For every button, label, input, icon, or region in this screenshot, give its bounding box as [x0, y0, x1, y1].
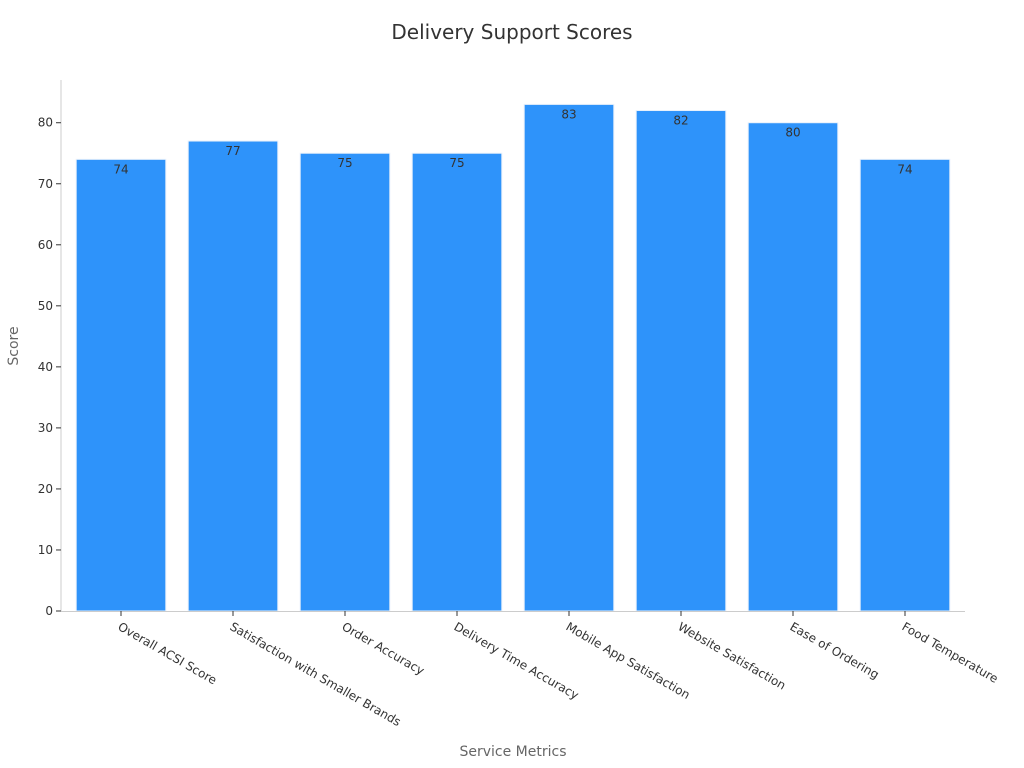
bar-value-label: 74	[897, 162, 912, 176]
data-labels-group: 74 77 75 75 83 82 80 74	[113, 107, 912, 176]
x-tick-label: Website Satisfaction	[676, 619, 789, 692]
x-axis-title: Service Metrics	[459, 744, 566, 760]
bar-value-label: 80	[785, 126, 800, 140]
x-tick-label: Delivery Time Accuracy	[452, 619, 582, 702]
y-tick-label: 30	[38, 421, 53, 435]
bar	[187, 140, 279, 612]
x-tick-label: Overall ACSI Score	[116, 619, 220, 687]
y-tick-label: 10	[38, 543, 53, 557]
bar	[859, 158, 951, 612]
bar-value-label: 75	[449, 156, 464, 170]
chart-title: Delivery Support Scores	[391, 20, 633, 44]
bar	[411, 152, 503, 612]
x-tick-label: Order Accuracy	[340, 619, 427, 677]
y-tick-label: 40	[38, 360, 53, 374]
bar	[75, 158, 167, 612]
y-axis-title: Score	[6, 326, 22, 365]
y-axis: 0 10 20 30 40 50 60 70 80	[38, 80, 62, 618]
y-tick-label: 20	[38, 482, 53, 496]
bars-group	[75, 103, 951, 612]
bar-value-label: 77	[225, 144, 240, 158]
bar-value-label: 75	[337, 156, 352, 170]
x-tick-label: Food Temperature	[900, 619, 1001, 685]
bar-value-label: 74	[113, 162, 128, 176]
bar-value-label: 82	[673, 114, 688, 128]
x-axis: Overall ACSI Score Satisfaction with Smal…	[61, 611, 1001, 729]
bar	[747, 122, 839, 612]
bar	[635, 110, 727, 612]
bar	[523, 103, 615, 612]
y-tick-label: 70	[38, 177, 53, 191]
x-tick-label: Ease of Ordering	[788, 619, 882, 681]
bar	[299, 152, 391, 612]
y-tick-label: 50	[38, 299, 53, 313]
y-tick-label: 60	[38, 238, 53, 252]
y-tick-label: 0	[45, 604, 53, 618]
bar-value-label: 83	[561, 107, 576, 121]
x-tick-label: Satisfaction with Smaller Brands	[228, 619, 404, 729]
y-tick-label: 80	[38, 116, 53, 130]
x-tick-label: Mobile App Satisfaction	[564, 619, 693, 702]
